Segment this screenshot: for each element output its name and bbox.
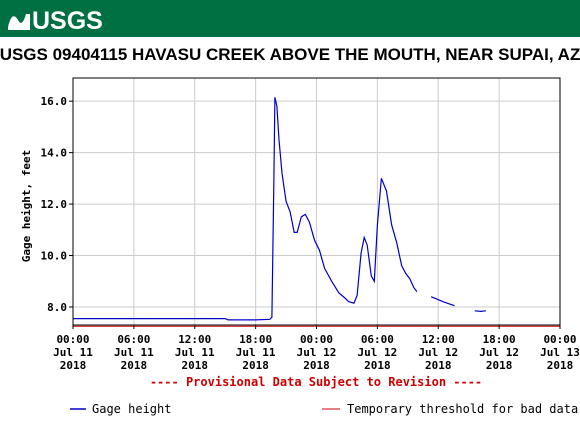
x-tick-date: Jul 13	[540, 346, 580, 359]
x-tick-time: 06:00	[361, 333, 394, 346]
y-axis-ticks: 8.0 10.0 12.0 14.0 16.0	[41, 95, 73, 314]
x-tick-year: 2018	[121, 359, 148, 372]
legend: Gage height Temporary threshold for bad …	[70, 402, 578, 416]
x-tick-year: 2018	[242, 359, 269, 372]
x-tick-time: 18:00	[239, 333, 272, 346]
x-tick-date: Jul 12	[358, 346, 398, 359]
series-line-gage-height	[474, 310, 486, 313]
x-tick-year: 2018	[303, 359, 330, 372]
x-tick-time: 00:00	[56, 333, 89, 346]
y-tick-label: 16.0	[41, 95, 68, 108]
x-tick-time: 12:00	[422, 333, 455, 346]
x-tick-year: 2018	[364, 359, 391, 372]
legend-label-gage-height: Gage height	[92, 402, 171, 416]
x-tick-year: 2018	[425, 359, 452, 372]
series-group	[73, 97, 486, 321]
x-tick-time: 12:00	[178, 333, 211, 346]
x-tick-year: 2018	[60, 359, 87, 372]
x-tick-time: 18:00	[483, 333, 516, 346]
y-tick-label: 10.0	[41, 250, 68, 263]
x-tick-date: Jul 11	[53, 346, 93, 359]
usgs-banner	[0, 0, 580, 37]
x-tick-year: 2018	[547, 359, 574, 372]
x-tick-time: 00:00	[543, 333, 576, 346]
x-tick-time: 06:00	[117, 333, 150, 346]
usgs-logo: USGS	[8, 7, 103, 35]
x-tick-date: Jul 12	[297, 346, 337, 359]
x-tick-time: 00:00	[300, 333, 333, 346]
series-line-gage-height	[430, 296, 455, 307]
usgs-logo-text: USGS	[32, 7, 103, 35]
x-tick-date: Jul 11	[236, 346, 276, 359]
x-tick-date: Jul 12	[418, 346, 458, 359]
usgs-logo-wave-icon	[8, 14, 30, 30]
y-axis-label: Gage height, feet	[20, 150, 33, 263]
x-tick-date: Jul 12	[479, 346, 519, 359]
x-tick-date: Jul 11	[175, 346, 215, 359]
legend-label-threshold: Temporary threshold for bad data	[347, 402, 578, 416]
x-tick-date: Jul 11	[114, 346, 154, 359]
chart-title: USGS 09404115 HAVASU CREEK ABOVE THE MOU…	[0, 45, 580, 64]
provisional-note: ---- Provisional Data Subject to Revisio…	[150, 375, 482, 389]
grid	[73, 78, 560, 325]
x-tick-year: 2018	[486, 359, 513, 372]
y-tick-label: 14.0	[41, 147, 68, 160]
x-tick-year: 2018	[182, 359, 209, 372]
series-line-gage-height	[73, 97, 418, 321]
y-tick-label: 12.0	[41, 198, 68, 211]
y-tick-label: 8.0	[47, 301, 67, 314]
